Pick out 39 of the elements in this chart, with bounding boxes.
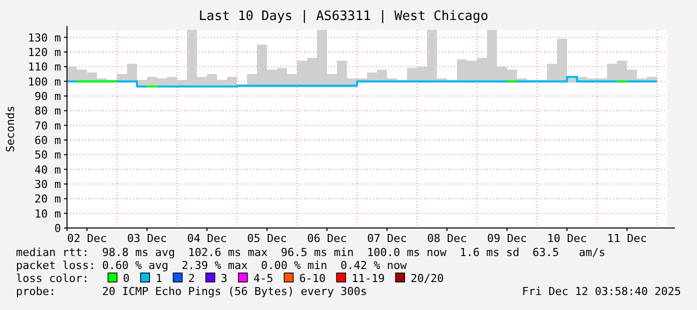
y-tick-label: 60 m (34, 134, 62, 147)
legend-label: 0 (123, 272, 130, 285)
y-tick-label: 30 m (34, 178, 62, 191)
x-tick-label: 10 Dec (547, 232, 587, 245)
x-tick-label: 09 Dec (487, 232, 527, 245)
y-tick-label: 90 m (34, 90, 62, 103)
legend-label: 3 (220, 272, 228, 285)
y-tick-label: 70 m (34, 119, 62, 132)
x-tick-label: 11 Dec (607, 232, 647, 245)
x-tick-label: 03 Dec (127, 232, 167, 245)
x-tick-label: 04 Dec (187, 232, 227, 245)
text: median rtt: 98.8 ms avg 102.6 ms max 96.5 ms min 100.0 ms now 1.6 ms sd 63.5 am/s (16, 246, 606, 259)
y-axis-title: Seconds (4, 106, 17, 152)
legend-label: 11-19 (352, 272, 385, 285)
legend-title: loss color: (16, 272, 89, 285)
y-tick-label: 120 m (28, 46, 62, 59)
text: Fri Dec 12 03:58:40 2025 (522, 285, 681, 298)
x-tick-label: 06 Dec (307, 232, 347, 245)
x-tick-label: 05 Dec (247, 232, 287, 245)
y-tick-label: 50 m (34, 148, 62, 162)
y-tick-label: 110 m (28, 60, 62, 74)
text: packet loss: 0.60 % avg 2.39 % max 0.00 % min 0.42 % now (16, 259, 408, 272)
y-tick-label: 80 m (34, 104, 62, 118)
text: probe: 20 ICMP Echo Pings (56 Bytes) every 300s (16, 285, 367, 298)
legend-label: 20/20 (410, 272, 444, 285)
legend-label: 4-5 (253, 272, 274, 285)
y-tick-label: 40 m (34, 163, 62, 176)
x-tick-label: 02 Dec (67, 232, 107, 245)
chart-title: Last 10 Days | AS63311 | West Chicago (198, 9, 488, 24)
y-tick-label: 0 (54, 222, 61, 235)
y-tick-label: 20 m (34, 192, 62, 206)
y-tick-label: 10 m (34, 207, 62, 220)
legend-label: 1 (156, 272, 162, 285)
x-tick-label: 07 Dec (367, 232, 407, 245)
x-tick-label: 08 Dec (427, 232, 467, 245)
y-tick-label: 130 m (28, 31, 62, 44)
legend-label: 2 (188, 272, 195, 285)
legend-label: 6-10 (299, 272, 326, 285)
y-tick-label: 100 m (28, 75, 62, 88)
